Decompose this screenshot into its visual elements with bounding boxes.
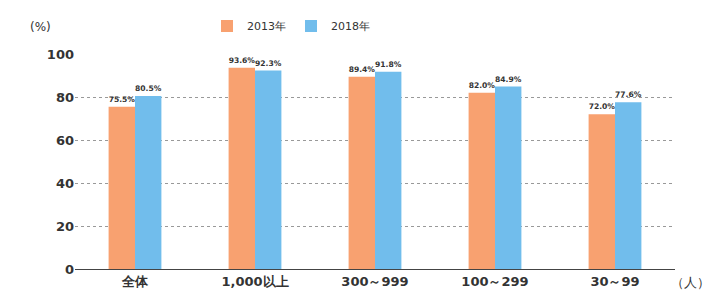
svg-text:0: 0 <box>65 262 74 277</box>
svg-text:84.9%: 84.9% <box>495 75 522 84</box>
svg-text:77.6%: 77.6% <box>615 90 642 99</box>
svg-text:75.5%: 75.5% <box>109 95 136 104</box>
svg-text:300～999: 300～999 <box>341 274 408 289</box>
svg-text:82.0%: 82.0% <box>469 81 496 90</box>
svg-text:(%): (%) <box>30 20 51 34</box>
svg-text:1,000以上: 1,000以上 <box>221 274 288 289</box>
svg-text:全体: 全体 <box>121 274 149 289</box>
svg-text:30～99: 30～99 <box>590 274 639 289</box>
svg-text:2018年: 2018年 <box>331 20 370 33</box>
svg-text:80.5%: 80.5% <box>135 84 162 93</box>
svg-text:80: 80 <box>56 90 74 105</box>
svg-text:100: 100 <box>47 47 74 62</box>
svg-text:72.0%: 72.0% <box>589 102 616 111</box>
svg-text:（人）: （人） <box>671 275 710 290</box>
svg-text:20: 20 <box>56 219 74 234</box>
svg-text:100～299: 100～299 <box>461 274 528 289</box>
svg-text:2013年: 2013年 <box>247 20 286 33</box>
svg-text:40: 40 <box>56 176 74 191</box>
svg-text:91.8%: 91.8% <box>375 60 402 69</box>
svg-text:93.6%: 93.6% <box>229 56 256 65</box>
svg-text:60: 60 <box>56 133 74 148</box>
svg-text:89.4%: 89.4% <box>349 65 376 74</box>
svg-text:92.3%: 92.3% <box>255 59 282 68</box>
